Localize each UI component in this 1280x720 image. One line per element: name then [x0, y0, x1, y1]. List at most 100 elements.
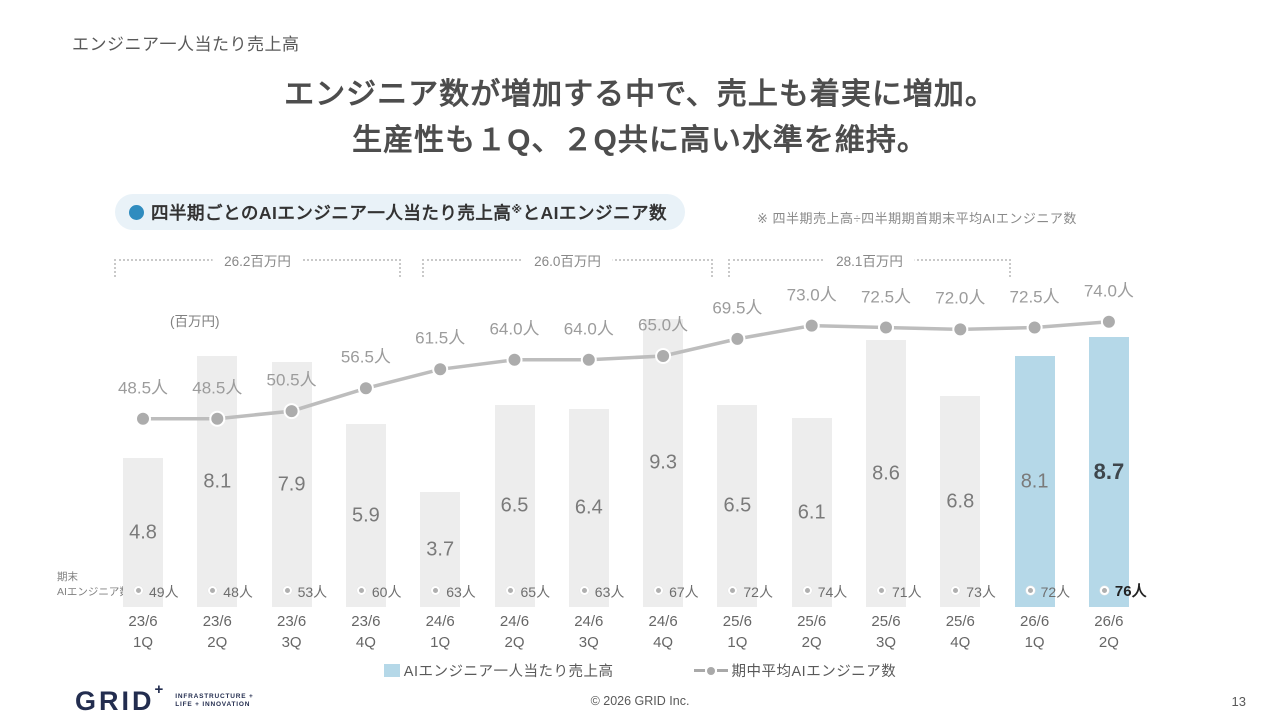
x-tick-label: 24/6 1Q	[425, 613, 455, 651]
period-end-dot-icon	[1099, 586, 1109, 595]
bar-value-label: 6.8	[946, 490, 975, 512]
period-end-dot-icon	[951, 586, 961, 595]
copyright: © 2026 GRID Inc.	[590, 694, 690, 708]
period-end-dot-icon	[654, 586, 664, 595]
line-marker-icon	[580, 351, 597, 368]
period-end-count-label: 71人	[892, 584, 922, 600]
period-end-count-label: 72人	[743, 584, 773, 600]
bracket-annotation: 26.2百万円	[114, 250, 401, 277]
line-value-label: 48.5人	[192, 378, 243, 398]
period-end-count-label: 49人	[149, 584, 179, 600]
period-end-dot-icon	[505, 586, 515, 595]
period-end-dot-icon	[802, 586, 812, 595]
period-end-dot-icon	[579, 586, 589, 595]
period-end-axis-label: 期末 AIエンジニア数	[57, 571, 130, 598]
line-value-label: 61.5人	[415, 328, 466, 348]
line-marker-icon	[952, 321, 969, 338]
line-marker-icon	[357, 380, 374, 397]
y-axis-unit-label: (百万円)	[170, 314, 220, 329]
chart-footnote: ※ 四半期売上高÷四半期期首期末平均AIエンジニア数	[757, 211, 1077, 226]
bar-value-label: 8.1	[203, 470, 232, 492]
bar	[717, 405, 758, 607]
x-tick-label: 24/6 2Q	[499, 613, 530, 651]
legend-line-glyph-icon	[693, 666, 728, 675]
headline-line-1: エンジニア数が増加する中で、売上も着実に増加。	[284, 78, 996, 111]
line-marker-icon	[1026, 319, 1043, 336]
page-title: エンジニア一人当たり売上高	[72, 35, 300, 54]
bar	[123, 458, 163, 607]
line-value-label: 72.0人	[935, 288, 986, 308]
bar-value-label: 9.3	[649, 451, 677, 474]
period-end-count-label: 48人	[223, 584, 253, 600]
logo-tagline: INFRASTRUCTURE + LIFE + INNOVATION	[175, 692, 254, 709]
x-tick-label: 23/6 3Q	[276, 613, 307, 651]
bracket-annotation: 28.1百万円	[728, 250, 1011, 277]
legend-line-label: 期中平均AIエンジニア数	[731, 664, 897, 680]
period-end-dot-icon	[134, 586, 143, 595]
logo-wordmark: GRID+	[75, 681, 167, 716]
bracket-annotation-label: 28.1百万円	[824, 250, 915, 270]
bar-value-label: 4.8	[129, 521, 157, 543]
period-end-count-label: 63人	[446, 584, 476, 600]
bullet-dot-icon	[129, 204, 144, 220]
bar-value-label: 8.7	[1093, 459, 1125, 484]
bracket-annotation-label: 26.2百万円	[212, 250, 303, 270]
bracket-annotation-label: 26.0百万円	[522, 250, 613, 270]
period-end-count-label: 67人	[669, 584, 699, 600]
line-value-label: 73.0人	[786, 285, 837, 305]
line-value-label: 72.5人	[1009, 287, 1060, 306]
headline-line-2: 生産性も１Q、２Q共に高い水準を維持。	[352, 124, 928, 157]
period-end-dot-icon	[877, 586, 886, 595]
period-end-dot-icon	[208, 586, 218, 595]
x-tick-label: 26/6 2Q	[1094, 613, 1124, 651]
line-value-label: 69.5人	[712, 298, 763, 318]
chart-title-text: 四半期ごとのAIエンジニア一人当たり売上高※とAIエンジニア数	[151, 202, 668, 223]
bar	[791, 418, 832, 607]
x-tick-label: 24/6 3Q	[574, 613, 604, 651]
x-tick-label: 25/6 1Q	[722, 613, 752, 651]
x-tick-label: 26/6 1Q	[1019, 613, 1050, 651]
period-end-dot-icon	[1025, 586, 1035, 595]
x-tick-label: 25/6 4Q	[945, 613, 975, 651]
legend-item-bar: AIエンジニア一人当たり売上高	[383, 660, 614, 681]
line-marker-icon	[803, 317, 820, 334]
line-marker-icon	[878, 319, 894, 336]
line-value-label: 64.0人	[563, 319, 614, 339]
line-value-label: 50.5人	[266, 370, 317, 390]
line-marker-icon	[432, 361, 449, 378]
slide-headline: エンジニア数が増加する中で、売上も着実に増加。 生産性も１Q、２Q共に高い水準を…	[0, 72, 1280, 164]
period-end-dot-icon	[356, 586, 366, 595]
bar	[420, 492, 461, 607]
bracket-annotation: 26.0百万円	[422, 250, 713, 277]
x-tick-label: 24/6 4Q	[648, 613, 678, 651]
grid-logo: GRID+ INFRASTRUCTURE + LIFE + INNOVATION	[75, 681, 254, 716]
bar-value-label: 7.9	[277, 473, 306, 495]
legend-bar-swatch-icon	[383, 664, 400, 677]
period-end-count-label: 74人	[817, 584, 848, 600]
period-end-count-label: 76人	[1114, 583, 1147, 600]
period-end-count-label: 60人	[371, 584, 402, 600]
x-tick-label: 23/6 1Q	[128, 613, 158, 651]
bar-value-label: 8.1	[1020, 470, 1049, 492]
bar	[568, 409, 609, 607]
chart-title-badge: 四半期ごとのAIエンジニア一人当たり売上高※とAIエンジニア数	[115, 194, 686, 230]
line-value-label: 56.5人	[340, 347, 391, 367]
line-marker-icon	[506, 351, 523, 368]
legend-item-line: 期中平均AIエンジニア数	[693, 660, 897, 681]
period-end-count-label: 63人	[594, 584, 625, 600]
line-value-label: 72.5人	[860, 287, 912, 306]
period-end-dot-icon	[431, 586, 441, 595]
x-tick-label: 25/6 3Q	[871, 613, 901, 651]
page-number: 13	[1231, 694, 1246, 709]
bar	[940, 396, 981, 607]
period-end-count-label: 65人	[520, 584, 551, 600]
bar-value-label: 5.9	[351, 504, 380, 526]
line-marker-icon	[135, 410, 151, 427]
line-value-label: 64.0人	[489, 319, 540, 339]
chart-legend: AIエンジニア一人当たり売上高 期中平均AIエンジニア数	[0, 660, 1280, 681]
bar-value-label: 3.7	[426, 538, 455, 560]
footnote-marker: ※	[511, 203, 523, 216]
line-value-label: 65.0人	[638, 315, 689, 335]
x-tick-label: 23/6 2Q	[202, 613, 232, 651]
